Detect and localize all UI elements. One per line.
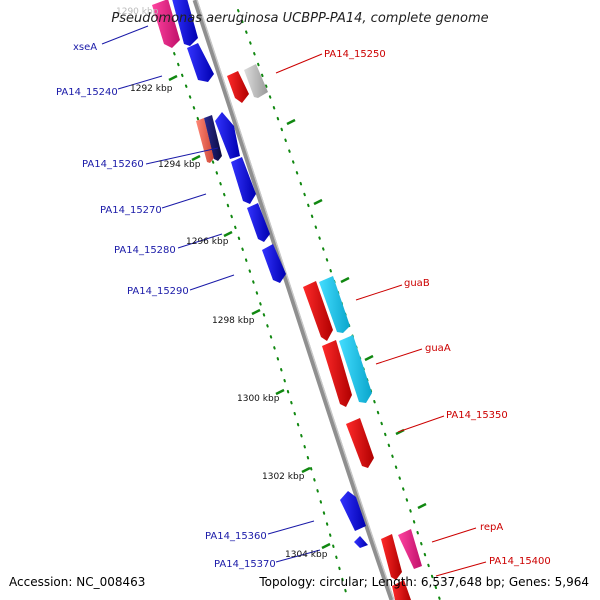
tick-mark: [251, 308, 261, 316]
leader-PA14_15400: [435, 561, 487, 577]
tick-mark: [275, 388, 285, 396]
leader-PA14_15360: [267, 520, 315, 535]
kbp-marker: 1290 kbp: [116, 7, 159, 17]
gene-guaB-red[interactable]: [303, 281, 333, 341]
leader-repA: [431, 527, 477, 543]
tick-mark: [321, 542, 331, 550]
gene-PA14_15260-navy[interactable]: [204, 115, 222, 161]
kbp-marker: 1302 kbp: [262, 472, 305, 482]
gene-PA14_15240[interactable]: [187, 43, 214, 82]
leader-PA14_15240: [117, 75, 163, 90]
kbp-marker: 1304 kbp: [285, 550, 328, 560]
leader-xseA: [101, 25, 149, 45]
gene-label-PA14_15290[interactable]: PA14_15290: [127, 286, 189, 297]
gene-PA14_15290[interactable]: [262, 244, 286, 283]
kbp-marker: 1300 kbp: [237, 394, 280, 404]
gene-labels-left: xseA PA14_15240 PA14_15260 PA14_15270 PA…: [56, 42, 276, 570]
gene-PA14_15350[interactable]: [346, 418, 374, 468]
tick-mark: [364, 354, 374, 362]
tick-mark: [313, 198, 323, 206]
leader-PA14_15350: [397, 415, 445, 433]
gene-PA14_15250-red[interactable]: [227, 71, 249, 103]
backbone-highlight: [196, 0, 395, 600]
gene-label-PA14_15240[interactable]: PA14_15240: [56, 87, 118, 98]
accession-text: Accession: NC_008463: [9, 575, 145, 589]
right-outer-track: [237, 9, 441, 600]
leader-PA14_15290: [189, 274, 235, 291]
gene-label-guaA[interactable]: guaA: [425, 343, 451, 354]
tick-mark: [417, 502, 427, 510]
topology-text: Topology: circular; Length: 6,537,648 bp…: [258, 575, 589, 589]
gene-guaB-cyan[interactable]: [319, 276, 350, 333]
kbp-markers: 1290 kbp 1292 kbp 1294 kbp 1296 kbp 1298…: [116, 7, 328, 560]
kbp-marker: 1294 kbp: [158, 160, 201, 170]
gene-label-PA14_15250[interactable]: PA14_15250: [324, 49, 386, 60]
leader-PA14_15270: [161, 193, 207, 209]
gene-PA14_15400-red[interactable]: [392, 580, 411, 600]
gene-label-PA14_15360[interactable]: PA14_15360: [205, 531, 267, 542]
gene-PA14_15370[interactable]: [354, 536, 368, 548]
genes-left-strand: [152, 0, 368, 548]
leader-PA14_15260: [145, 147, 219, 165]
leader-guaB: [355, 284, 403, 301]
leader-guaA: [375, 348, 423, 365]
gene-label-PA14_15270[interactable]: PA14_15270: [100, 205, 162, 216]
gene-labels-right: PA14_15250 guaB guaA PA14_15350 repA PA1…: [324, 49, 551, 567]
tick-mark: [340, 276, 350, 284]
tick-mark: [301, 466, 311, 474]
genes-right-strand: [227, 64, 422, 600]
tick-mark: [168, 74, 178, 82]
gene-label-xseA[interactable]: xseA: [73, 42, 97, 53]
tick-mark: [223, 230, 233, 238]
gene-label-PA14_15370[interactable]: PA14_15370: [214, 559, 276, 570]
gene-label-PA14_15260[interactable]: PA14_15260: [82, 159, 144, 170]
leader-PA14_15370: [275, 549, 321, 563]
gene-PA14_15260[interactable]: [215, 112, 240, 159]
gene-PA14_15280[interactable]: [247, 203, 270, 242]
leader-PA14_15250: [275, 53, 323, 74]
gene-PA14_15260-salmon[interactable]: [196, 118, 214, 163]
gene-PA14_15270[interactable]: [231, 157, 256, 204]
tick-mark: [191, 154, 201, 162]
kbp-marker: 1296 kbp: [186, 237, 229, 247]
tick-marks: [168, 74, 427, 550]
gene-label-PA14_15400[interactable]: PA14_15400: [489, 556, 551, 567]
gene-label-repA[interactable]: repA: [480, 522, 503, 533]
track-guides: [157, 9, 441, 600]
genome-title: Pseudomonas aeruginosa UCBPP-PA14, compl…: [111, 11, 488, 26]
backbone-line: [192, 0, 395, 600]
gene-label-PA14_15280[interactable]: PA14_15280: [114, 245, 176, 256]
gene-PA14_15250-gray[interactable]: [244, 64, 268, 98]
gene-guaA-cyan[interactable]: [339, 335, 372, 403]
gene-repA-red[interactable]: [381, 534, 402, 580]
gene-xseA[interactable]: [152, 0, 180, 48]
gene-PA14_15360[interactable]: [340, 491, 366, 531]
gene-guaA-red[interactable]: [322, 340, 352, 407]
label-leaders: [101, 25, 487, 577]
genome-backbone: [192, 0, 395, 600]
kbp-marker: 1292 kbp: [130, 84, 173, 94]
gene-label-guaB[interactable]: guaB: [404, 278, 430, 289]
leader-PA14_15280: [177, 233, 223, 249]
gene-label-PA14_15350[interactable]: PA14_15350: [446, 410, 508, 421]
gene-PA14_15230[interactable]: [172, 0, 198, 46]
kbp-marker: 1298 kbp: [212, 316, 255, 326]
gene-repA-magenta[interactable]: [398, 529, 422, 569]
tick-mark: [286, 118, 296, 126]
